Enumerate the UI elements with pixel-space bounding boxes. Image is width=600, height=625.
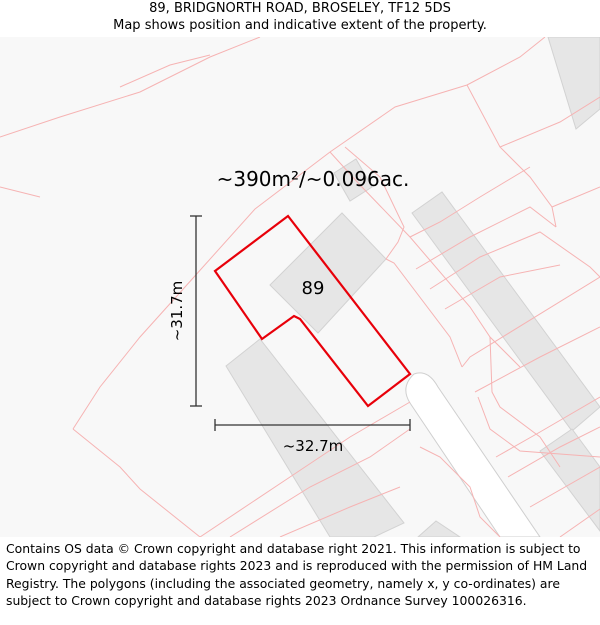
building xyxy=(539,428,600,532)
building xyxy=(411,191,600,432)
plot-number-label: 89 xyxy=(302,278,325,299)
property-address: 89, BRIDGNORTH ROAD, BROSELEY, TF12 5DS xyxy=(149,1,451,16)
building xyxy=(547,37,600,130)
building xyxy=(269,212,387,334)
parcel-lines xyxy=(0,37,600,537)
building xyxy=(333,158,373,202)
building xyxy=(225,338,405,537)
height-dimension xyxy=(190,215,202,407)
map-header: 89, BRIDGNORTH ROAD, BROSELEY, TF12 5DS … xyxy=(0,0,600,37)
height-label: ~31.7m xyxy=(168,281,186,342)
width-label: ~32.7m xyxy=(283,437,344,455)
map-canvas[interactable]: ~390m²/~0.096ac. 89 ~31.7m ~32.7m xyxy=(0,37,600,537)
copyright-notice: Contains OS data © Crown copyright and d… xyxy=(6,541,588,609)
property-boundary[interactable] xyxy=(213,214,412,408)
building-footprints xyxy=(225,37,600,537)
width-dimension xyxy=(214,419,411,431)
area-label: ~390m²/~0.096ac. xyxy=(217,167,410,191)
property-map[interactable]: ~390m²/~0.096ac. 89 ~31.7m ~32.7m xyxy=(0,37,600,537)
building xyxy=(417,520,461,537)
map-subtitle: Map shows position and indicative extent… xyxy=(113,18,487,33)
road xyxy=(405,372,541,537)
